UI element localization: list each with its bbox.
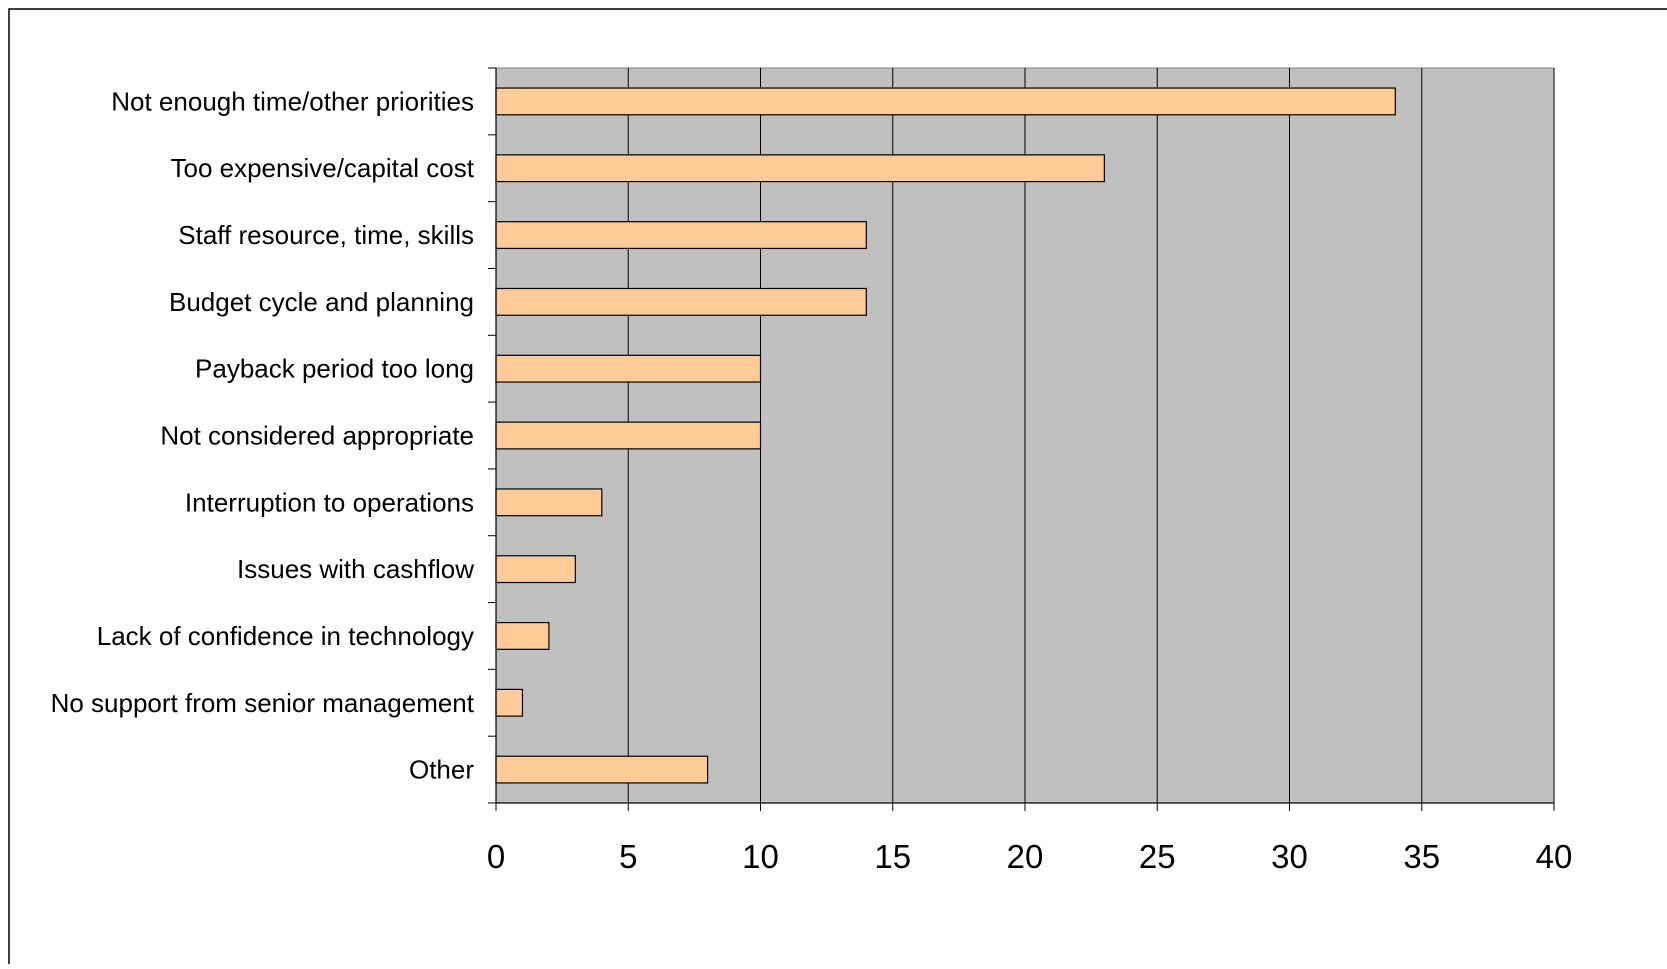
- x-tick-label: 35: [1403, 838, 1440, 875]
- bar: [495, 555, 576, 584]
- category-label: Payback period too long: [195, 354, 474, 384]
- bars: [495, 87, 1396, 784]
- axes: [488, 67, 1555, 811]
- category-label: Budget cycle and planning: [169, 287, 474, 317]
- x-tick-label: 30: [1271, 838, 1308, 875]
- category-label: No support from senior management: [51, 688, 475, 718]
- bar: [495, 221, 867, 250]
- bar: [495, 755, 709, 784]
- category-label: Not enough time/other priorities: [111, 86, 474, 116]
- category-label: Too expensive/capital cost: [170, 153, 474, 183]
- bar: [495, 154, 1105, 183]
- category-label: Not considered appropriate: [160, 421, 474, 451]
- x-tick-label: 20: [1007, 838, 1044, 875]
- category-label: Other: [409, 755, 474, 785]
- bar: [495, 688, 524, 717]
- x-tick-label: 10: [742, 838, 779, 875]
- bar: [495, 621, 550, 650]
- bar: [495, 87, 1396, 116]
- x-tick-label: 25: [1139, 838, 1176, 875]
- category-label: Lack of confidence in technology: [97, 621, 474, 651]
- x-tick-labels: 0 5 10 15 20 25 30 35 40: [487, 838, 1573, 875]
- x-tick-label: 15: [874, 838, 911, 875]
- category-label: Issues with cashflow: [237, 554, 474, 584]
- category-label: Staff resource, time, skills: [178, 220, 474, 250]
- x-tick-label: 0: [487, 838, 505, 875]
- category-labels: Not enough time/other priorities Too expe…: [51, 86, 475, 784]
- bar: [495, 421, 762, 450]
- bar: [495, 488, 603, 517]
- category-label: Interruption to operations: [185, 487, 474, 517]
- x-tick-label: 5: [619, 838, 637, 875]
- bar: [495, 354, 762, 383]
- x-tick-label: 40: [1536, 838, 1573, 875]
- bar: [495, 287, 867, 316]
